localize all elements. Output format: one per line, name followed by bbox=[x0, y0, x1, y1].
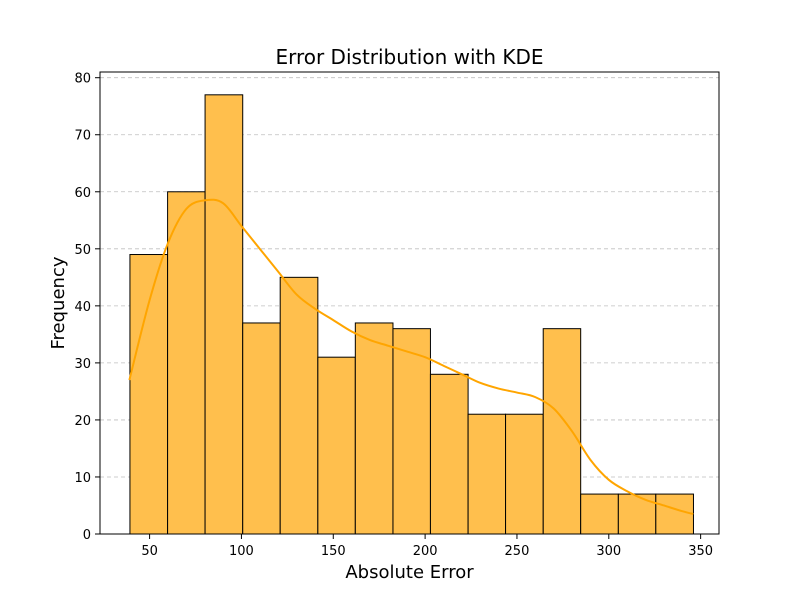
histogram-bar bbox=[392, 328, 431, 535]
x-axis-ticks: 50 100 150 200 250 300 350 bbox=[141, 534, 713, 559]
y-tick-label: 50 bbox=[74, 243, 91, 258]
histogram-bar bbox=[505, 413, 544, 535]
plot-frame bbox=[99, 71, 720, 535]
histogram-bar bbox=[279, 276, 319, 535]
x-axis-label: Absolute Error bbox=[345, 562, 474, 583]
x-tick-label: 250 bbox=[505, 544, 530, 559]
x-tick-label: 50 bbox=[141, 544, 158, 559]
y-axis-label: Frequency bbox=[48, 256, 69, 349]
histogram-bar bbox=[467, 413, 507, 535]
y-tick-label: 10 bbox=[74, 471, 91, 486]
y-axis-ticks: 0 10 20 30 40 50 60 70 80 bbox=[74, 72, 100, 543]
x-tick-label: 150 bbox=[321, 544, 346, 559]
chart-title: Error Distribution with KDE bbox=[275, 45, 543, 69]
histogram-bar bbox=[429, 373, 469, 535]
histogram-bar bbox=[204, 94, 244, 535]
histogram-bar bbox=[580, 493, 619, 535]
histogram-bar bbox=[542, 328, 582, 535]
x-tick-label: 200 bbox=[413, 544, 438, 559]
x-tick-label: 100 bbox=[229, 544, 254, 559]
histogram-bar bbox=[129, 254, 169, 535]
y-tick-label: 0 bbox=[83, 528, 91, 543]
kde-line bbox=[128, 198, 694, 516]
y-tick-label: 60 bbox=[74, 186, 91, 201]
histogram-bar bbox=[242, 322, 281, 535]
histogram-bar bbox=[655, 493, 694, 535]
y-tick-label: 70 bbox=[74, 129, 91, 144]
y-tick-label: 20 bbox=[74, 414, 91, 429]
histogram-bars bbox=[129, 94, 694, 535]
y-tick-label: 30 bbox=[74, 357, 91, 372]
y-tick-label: 80 bbox=[74, 72, 91, 87]
x-tick-label: 350 bbox=[688, 544, 713, 559]
histogram-bar bbox=[617, 493, 657, 535]
y-tick-label: 40 bbox=[74, 300, 91, 315]
kde-curve-group bbox=[128, 198, 694, 516]
histogram-bar bbox=[354, 322, 394, 535]
histogram-bar bbox=[317, 356, 356, 535]
x-tick-label: 300 bbox=[596, 544, 621, 559]
histogram-bar bbox=[167, 191, 206, 535]
